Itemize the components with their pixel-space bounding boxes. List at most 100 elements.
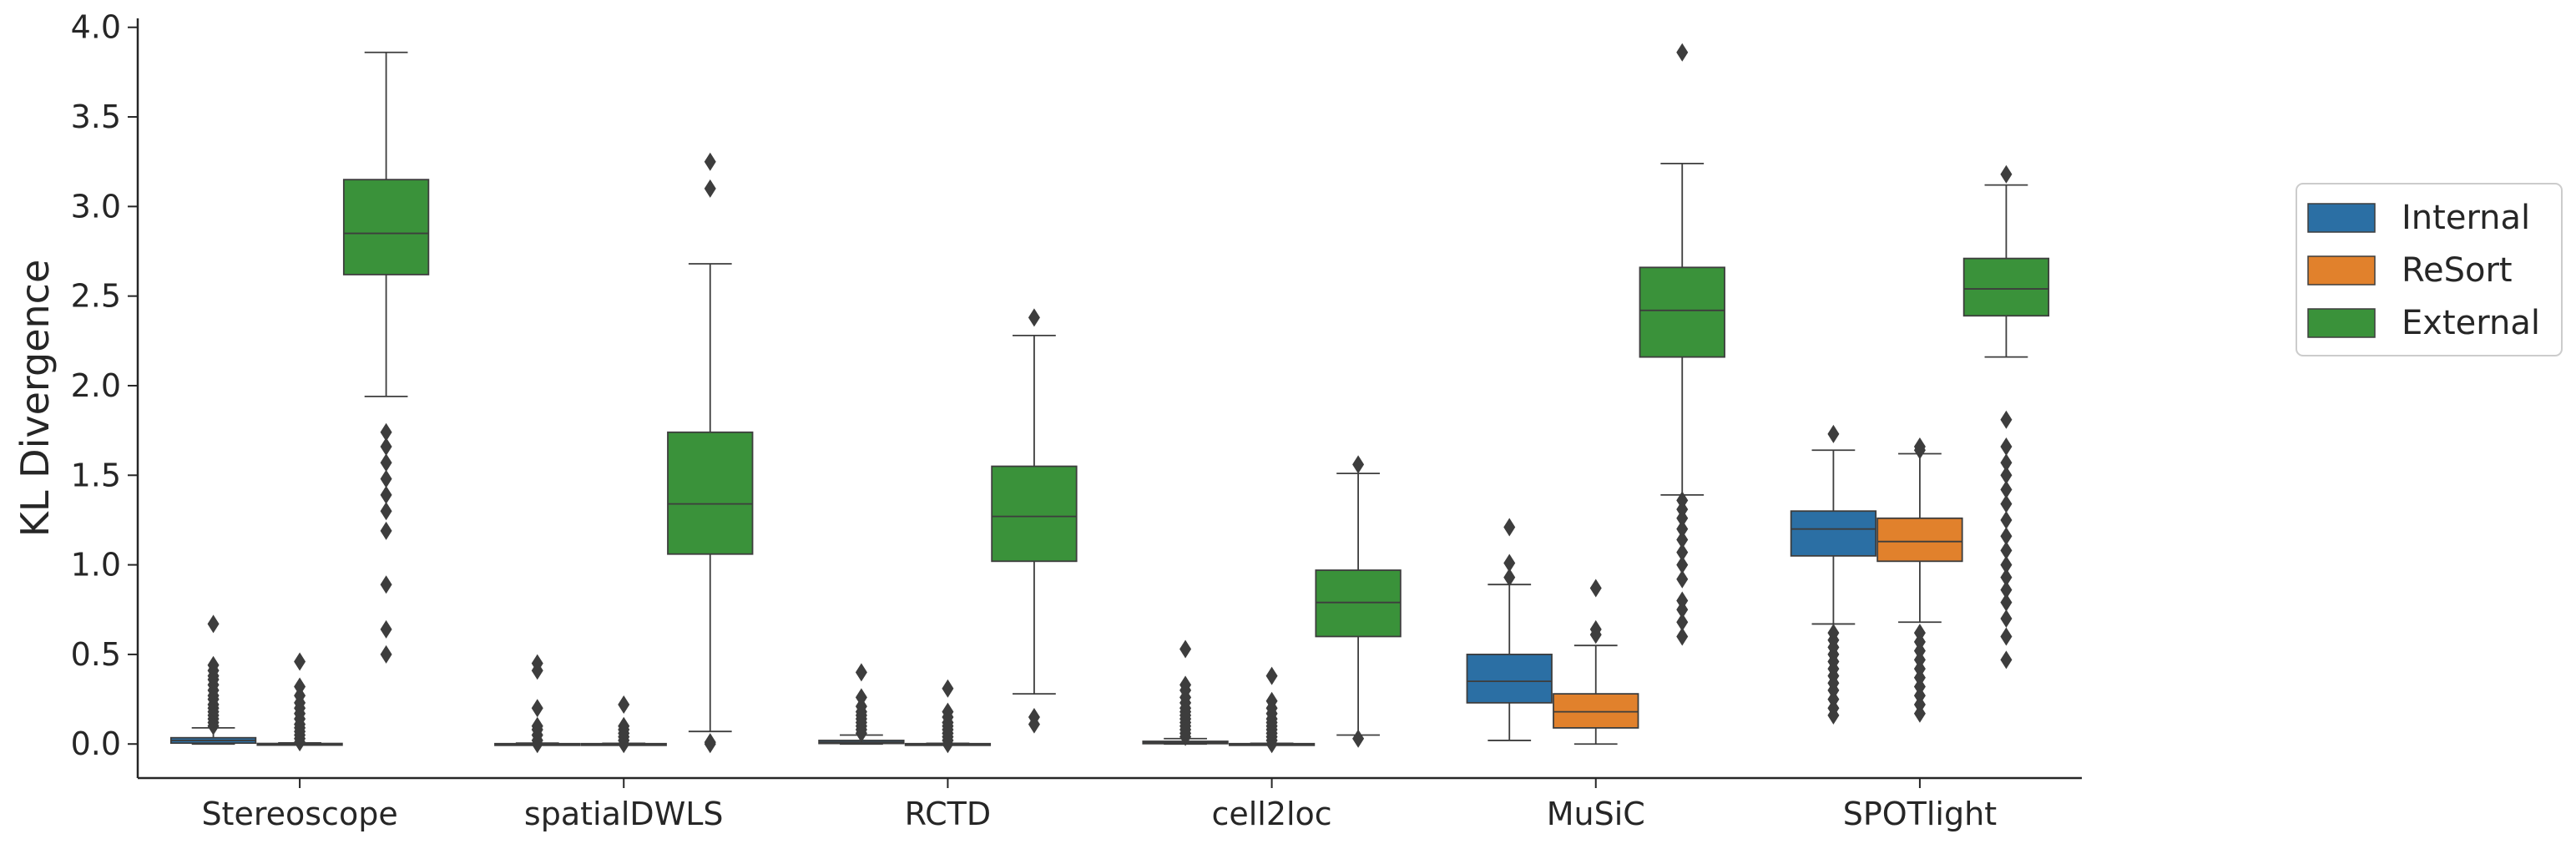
y-tick-label: 1.0 (71, 547, 121, 584)
box-iqr (1790, 510, 1877, 557)
y-axis-title: KL Divergence (13, 260, 58, 538)
outlier-point (1827, 624, 1840, 643)
outlier-point (1827, 424, 1840, 443)
outlier-point (942, 679, 954, 698)
outlier-point (2000, 580, 2013, 599)
y-tick-label: 3.0 (71, 188, 121, 225)
box-internal-rctd (818, 663, 905, 745)
outlier-point (2000, 593, 2013, 612)
box-internal-stereoscope (169, 614, 257, 745)
box-internal-spatialdwls (494, 654, 581, 754)
outlier-point (2000, 541, 2013, 560)
y-tick-label: 2.5 (71, 278, 121, 315)
outlier-point (1589, 619, 1602, 639)
outlier-point (855, 688, 867, 707)
x-ticks: Stereoscope spatialDWLS RCTD cell2loc MuSiC S… (201, 778, 1997, 832)
legend: Internal ReSort External (2296, 183, 2563, 356)
outlier-point (380, 644, 392, 664)
box-iqr (667, 431, 754, 555)
outlier-point (1179, 639, 1192, 659)
box-iqr (991, 465, 1078, 563)
x-tick-label: RCTD (905, 796, 992, 832)
outlier-point (1676, 569, 1689, 589)
outlier-point (704, 152, 716, 171)
outlier-point (1179, 675, 1192, 695)
outlier-point (1676, 555, 1689, 574)
outlier-point (380, 453, 392, 473)
outlier-point (2000, 494, 2013, 513)
outlier-point (855, 663, 867, 682)
legend-swatch-resort (2307, 255, 2376, 286)
outlier-point (1676, 530, 1689, 549)
legend-swatch-internal (2307, 203, 2376, 233)
y-tick-label: 3.5 (71, 99, 121, 135)
box-external-music (1639, 43, 1725, 646)
box-resort-rctd (904, 679, 992, 754)
outlier-point (1352, 729, 1365, 748)
outlier-point (1676, 627, 1689, 646)
outlier-point (1676, 613, 1689, 632)
outlier-point (380, 469, 392, 488)
outlier-point (380, 437, 392, 456)
outlier-point (1503, 518, 1516, 537)
outlier-point (1503, 568, 1516, 587)
outlier-point (1913, 437, 1926, 456)
outlier-point (1028, 308, 1040, 327)
x-tick-label: spatialDWLS (524, 796, 724, 832)
y-tick-label: 4.0 (71, 9, 121, 46)
legend-label-external: External (2402, 304, 2540, 342)
outlier-point (531, 654, 543, 673)
box-external-cell2loc (1315, 455, 1402, 748)
outlier-point (294, 677, 306, 696)
y-tick-label: 1.5 (71, 457, 121, 493)
x-tick-label: SPOTlight (1843, 796, 1997, 832)
box-iqr (1962, 257, 2050, 317)
box-external-spatialdwls (667, 152, 754, 754)
box-resort-cell2loc (1228, 666, 1316, 754)
outlier-point (1265, 691, 1278, 710)
outlier-point (531, 699, 543, 718)
outlier-point (207, 614, 220, 634)
x-tick-label: MuSiC (1547, 796, 1645, 832)
box-iqr (1639, 266, 1725, 358)
x-tick-label: Stereoscope (201, 796, 397, 832)
outlier-point (207, 655, 220, 675)
outlier-point (2000, 627, 2013, 646)
outlier-point (2000, 466, 2013, 485)
outlier-point (380, 619, 392, 639)
outlier-point (2000, 164, 2013, 184)
y-tick-label: 0.0 (71, 725, 121, 762)
x-tick-label: cell2loc (1211, 796, 1331, 832)
outlier-point (942, 702, 954, 721)
box-iqr (1315, 569, 1402, 638)
outlier-point (2000, 453, 2013, 473)
y-ticks: 0.0 0.5 1.0 1.5 2.0 2.5 3.0 3.5 4.0 (71, 9, 138, 762)
box-resort-stereoscope (256, 652, 343, 752)
outlier-point (380, 502, 392, 521)
outlier-point (704, 733, 716, 752)
box-resort-spatialdwls (580, 695, 667, 754)
outlier-point (1913, 624, 1926, 643)
box-resort-spotlight (1876, 437, 1963, 723)
outlier-point (2000, 410, 2013, 429)
outlier-point (1676, 43, 1689, 62)
box-iqr (342, 179, 430, 275)
outlier-point (1352, 455, 1365, 474)
outlier-point (380, 521, 392, 540)
box-iqr (1553, 693, 1639, 729)
box-internal-music (1466, 518, 1553, 741)
outlier-point (1676, 591, 1689, 610)
outlier-point (294, 652, 306, 671)
plot-area (169, 43, 2050, 754)
box-external-spotlight (1962, 164, 2050, 670)
box-external-rctd (991, 308, 1078, 734)
box-internal-cell2loc (1142, 639, 1229, 746)
box-iqr (1466, 654, 1553, 704)
outlier-point (2000, 480, 2013, 499)
legend-label-internal: Internal (2402, 199, 2530, 237)
outlier-point (2000, 555, 2013, 574)
box-external-stereoscope (342, 51, 430, 664)
outlier-point (618, 716, 630, 735)
outlier-point (2000, 609, 2013, 628)
